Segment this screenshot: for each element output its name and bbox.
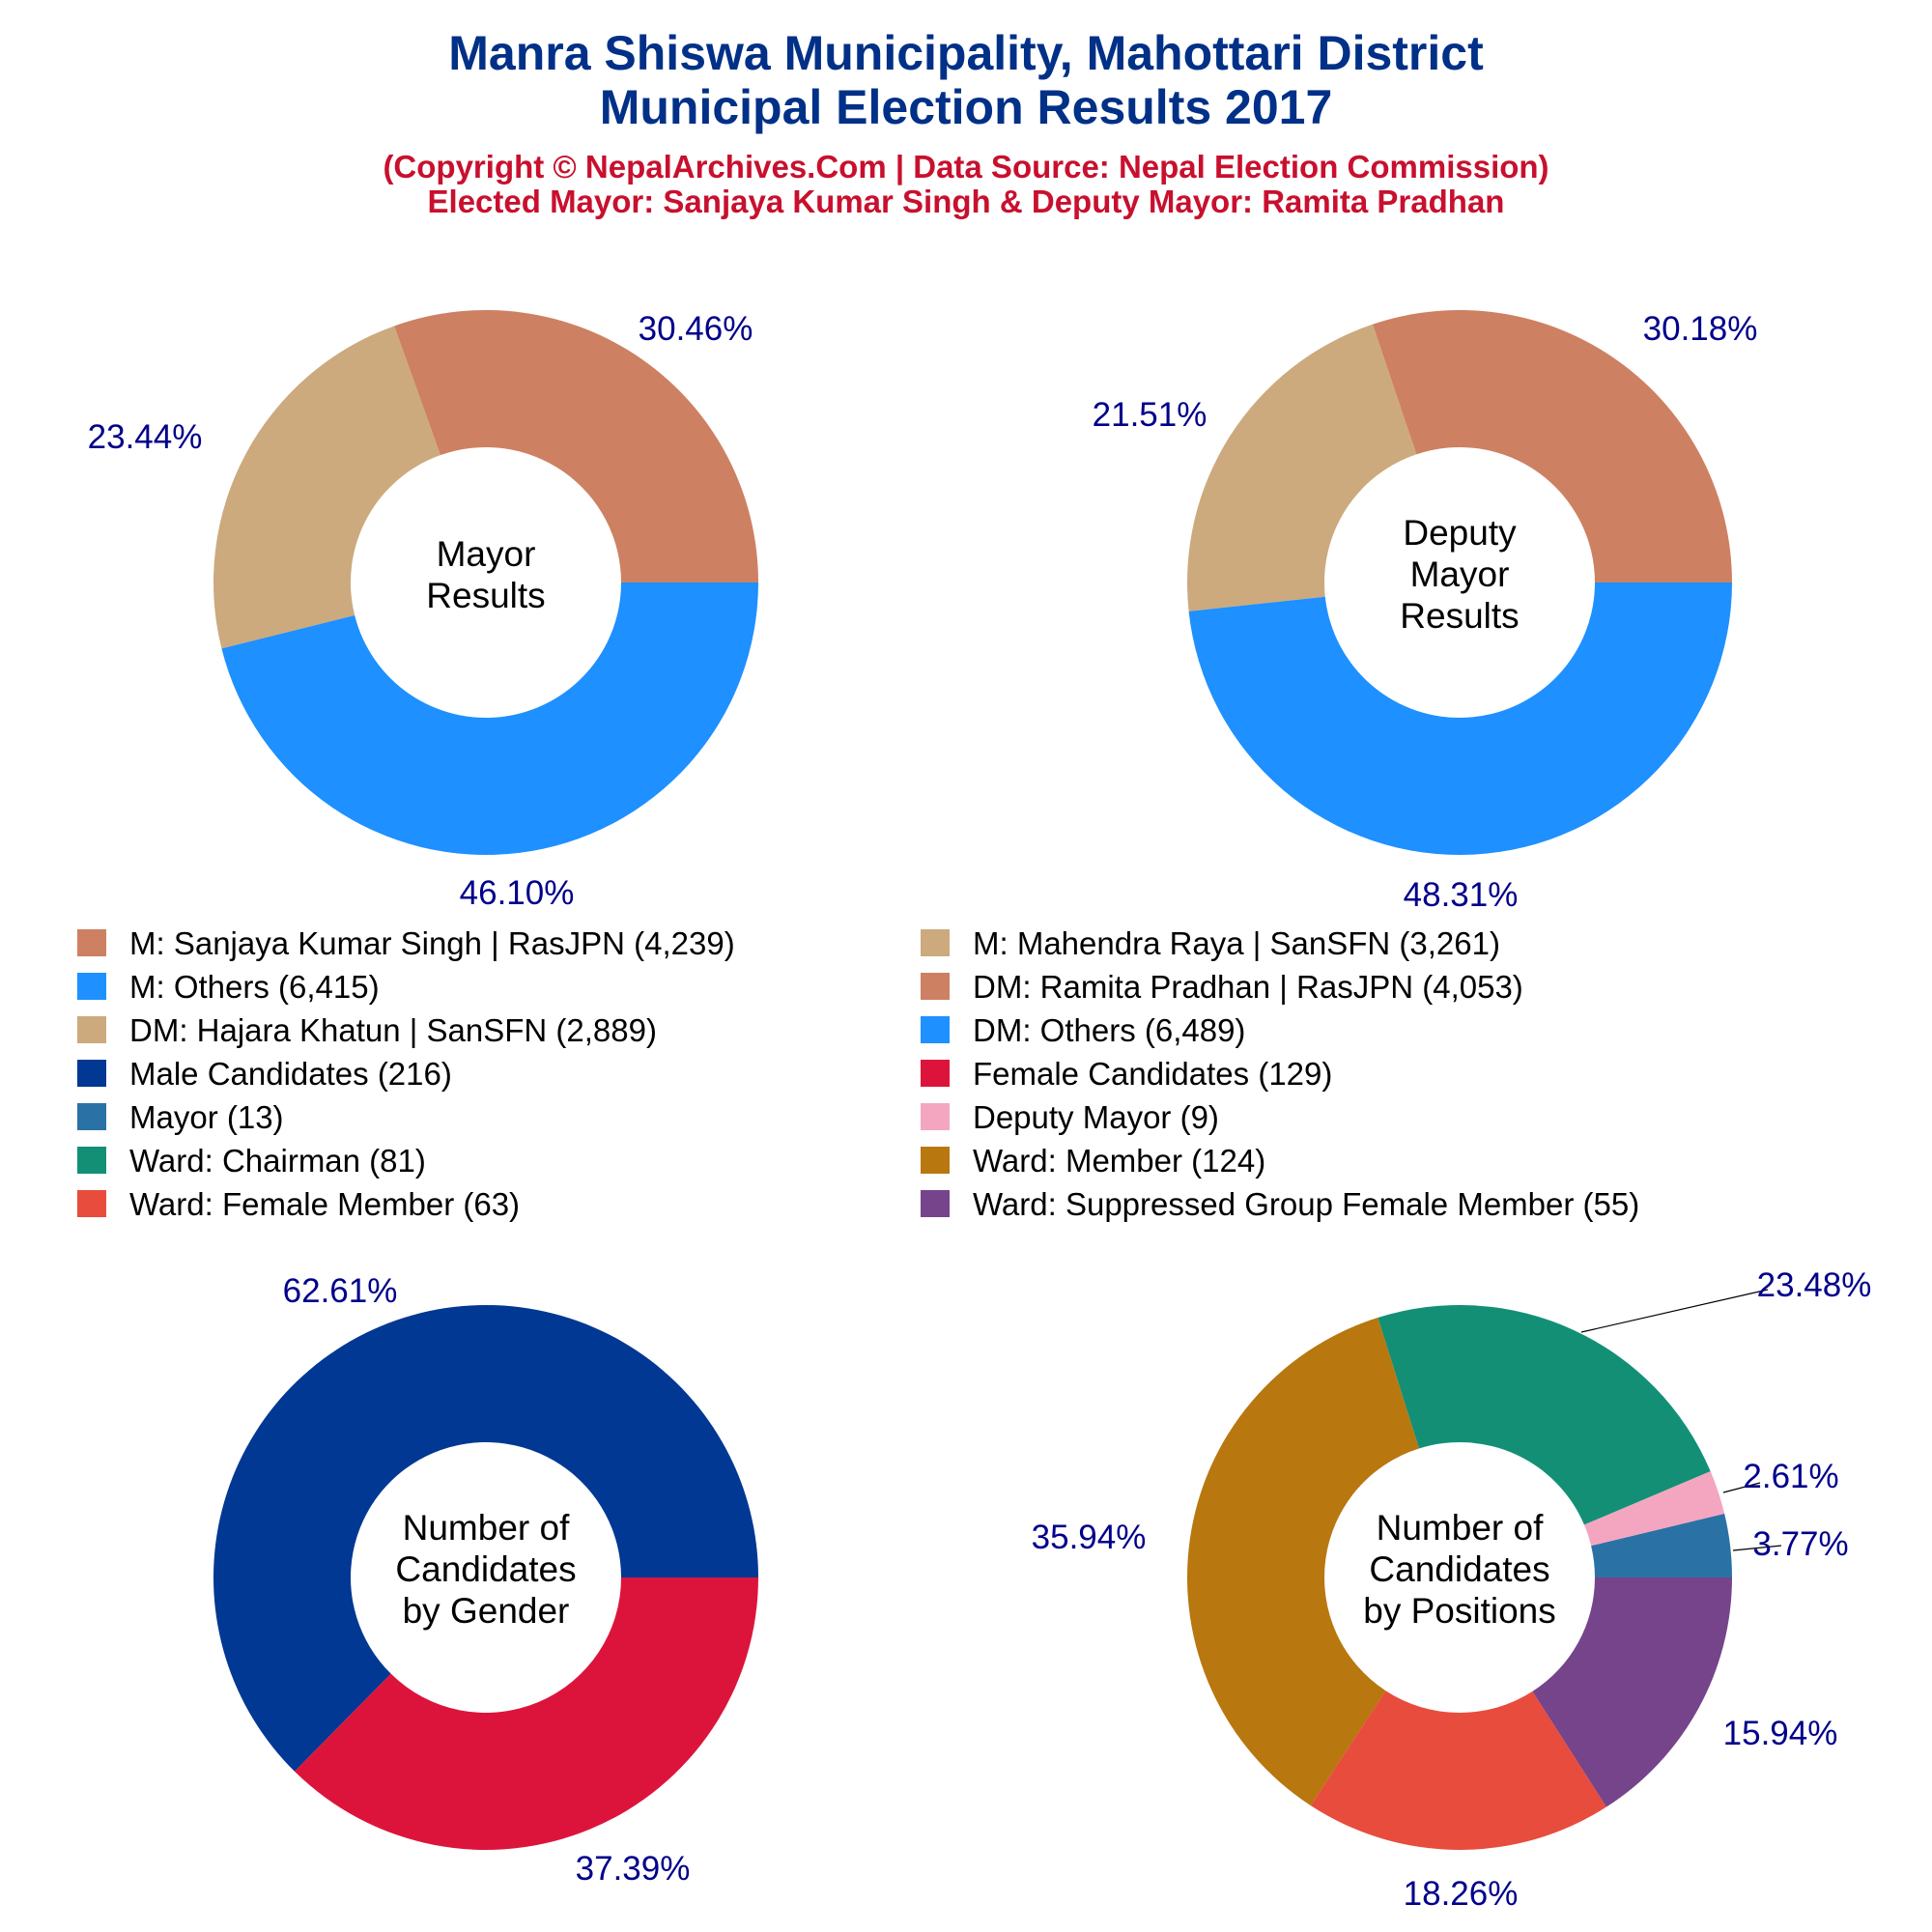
pie-slice bbox=[394, 310, 758, 582]
donut-center-label: Candidates bbox=[395, 1549, 576, 1589]
legend-label: DM: Hajara Khatun | SanSFN (2,889) bbox=[129, 1012, 657, 1048]
donut-charts: 30.46%23.44%46.10%MayorResults30.18%21.5… bbox=[88, 310, 1872, 1913]
legend-swatch bbox=[77, 929, 106, 956]
slice-percent-label: 62.61% bbox=[283, 1272, 398, 1310]
legend-label: Deputy Mayor (9) bbox=[973, 1099, 1219, 1135]
donut-center-label: Number of bbox=[403, 1508, 570, 1548]
legend-swatch bbox=[921, 973, 950, 1000]
legend-item: DM: Others (6,489) bbox=[921, 1012, 1245, 1048]
donut-center-label: Candidates bbox=[1369, 1549, 1549, 1589]
slice-percent-label: 3.77% bbox=[1752, 1525, 1848, 1563]
donut-center-label: by Positions bbox=[1363, 1591, 1556, 1631]
pie-slice bbox=[221, 582, 759, 855]
legend-item: Ward: Female Member (63) bbox=[77, 1186, 520, 1222]
slice-percent-label: 48.31% bbox=[1404, 876, 1519, 914]
slice-percent-label: 18.26% bbox=[1404, 1875, 1519, 1913]
legend-label: Mayor (13) bbox=[129, 1099, 284, 1135]
donut-center-label: Mayor bbox=[437, 534, 536, 574]
donut-center-label: Results bbox=[426, 576, 545, 615]
slice-percent-label: 30.18% bbox=[1643, 310, 1758, 348]
legend-swatch bbox=[77, 973, 106, 1000]
legend-swatch bbox=[77, 1103, 106, 1130]
chart-title-line-2: Municipal Election Results 2017 bbox=[600, 80, 1333, 134]
legend-swatch bbox=[77, 1060, 106, 1087]
legend-swatch bbox=[921, 1060, 950, 1087]
legend-item: DM: Ramita Pradhan | RasJPN (4,053) bbox=[921, 969, 1523, 1005]
pie-slice bbox=[1591, 1513, 1732, 1577]
pie-slice bbox=[1532, 1577, 1732, 1807]
pie-slice bbox=[1583, 1471, 1725, 1547]
slice-percent-label: 37.39% bbox=[576, 1850, 691, 1888]
legend-item: M: Mahendra Raya | SanSFN (3,261) bbox=[921, 925, 1500, 961]
donut-center-label: Deputy bbox=[1403, 513, 1517, 553]
legend-item: Ward: Chairman (81) bbox=[77, 1143, 426, 1179]
legend-swatch bbox=[77, 1190, 106, 1217]
legend-label: Ward: Chairman (81) bbox=[129, 1143, 426, 1179]
legend-label: Ward: Member (124) bbox=[973, 1143, 1265, 1179]
legend-item: M: Sanjaya Kumar Singh | RasJPN (4,239) bbox=[77, 925, 735, 961]
pie-slice bbox=[213, 326, 440, 649]
chart-subtitle-line-2: Elected Mayor: Sanjaya Kumar Singh & Dep… bbox=[428, 184, 1505, 219]
slice-percent-label: 30.46% bbox=[639, 310, 753, 348]
legend-label: DM: Ramita Pradhan | RasJPN (4,053) bbox=[973, 969, 1523, 1005]
leader-line bbox=[1732, 1545, 1782, 1551]
legend-label: Male Candidates (216) bbox=[129, 1056, 452, 1092]
slice-percent-label: 2.61% bbox=[1743, 1458, 1838, 1495]
pie-slice bbox=[1188, 582, 1732, 855]
legend-swatch bbox=[921, 1147, 950, 1174]
slice-percent-label: 23.44% bbox=[88, 418, 203, 456]
legend-label: Female Candidates (129) bbox=[973, 1056, 1332, 1092]
pie-slice bbox=[1310, 1690, 1606, 1850]
legend-item: Male Candidates (216) bbox=[77, 1056, 452, 1092]
slice-percent-label: 23.48% bbox=[1757, 1266, 1872, 1304]
donut-center-label: Mayor bbox=[1410, 554, 1510, 594]
legend-item: Mayor (13) bbox=[77, 1099, 284, 1135]
legend-swatch bbox=[921, 929, 950, 956]
pie-slice bbox=[1187, 1318, 1419, 1806]
slice-percent-label: 35.94% bbox=[1032, 1519, 1147, 1556]
legend-swatch bbox=[77, 1016, 106, 1043]
slice-percent-label: 21.51% bbox=[1093, 396, 1208, 434]
pie-slice bbox=[213, 1305, 759, 1772]
legend-item: M: Others (6,415) bbox=[77, 969, 380, 1005]
pie-slice bbox=[1187, 324, 1417, 611]
legend-label: M: Others (6,415) bbox=[129, 969, 380, 1005]
donut-chart-4: 3.77% 2.61% 23.48% 35.94% 18.26% 15.94% Number… bbox=[1032, 1266, 1872, 1913]
pie-slice bbox=[294, 1577, 758, 1850]
legend-item: DM: Hajara Khatun | SanSFN (2,889) bbox=[77, 1012, 657, 1048]
legend-item: Deputy Mayor (9) bbox=[921, 1099, 1219, 1135]
legend-swatch bbox=[921, 1190, 950, 1217]
leader-line bbox=[1580, 1289, 1769, 1333]
pie-slice bbox=[1372, 310, 1732, 582]
legend-label: Ward: Female Member (63) bbox=[129, 1186, 520, 1222]
legend-label: M: Mahendra Raya | SanSFN (3,261) bbox=[973, 925, 1500, 961]
legend-swatch bbox=[77, 1147, 106, 1174]
chart-title-line-1: Manra Shiswa Municipality, Mahottari Dis… bbox=[448, 26, 1484, 80]
legend-swatch bbox=[921, 1103, 950, 1130]
legend-item: Ward: Member (124) bbox=[921, 1143, 1265, 1179]
chart-subtitle-line-1: (Copyright © NepalArchives.Com | Data So… bbox=[383, 149, 1548, 185]
slice-percent-label: 15.94% bbox=[1723, 1715, 1838, 1752]
slice-percent-label: 46.10% bbox=[460, 874, 575, 912]
legend-item: Ward: Suppressed Group Female Member (55… bbox=[921, 1186, 1639, 1222]
donut-center-label: Number of bbox=[1377, 1508, 1544, 1548]
legend-swatch bbox=[921, 1016, 950, 1043]
pie-slice bbox=[1378, 1305, 1711, 1525]
leader-line bbox=[1722, 1482, 1761, 1493]
legend-item: Female Candidates (129) bbox=[921, 1056, 1332, 1092]
donut-center-label: by Gender bbox=[403, 1591, 570, 1631]
legend-label: M: Sanjaya Kumar Singh | RasJPN (4,239) bbox=[129, 925, 735, 961]
legend: M: Sanjaya Kumar Singh | RasJPN (4,239) M… bbox=[77, 925, 1639, 1222]
legend-label: Ward: Suppressed Group Female Member (55… bbox=[973, 1186, 1639, 1222]
donut-center-label: Results bbox=[1400, 596, 1519, 636]
legend-label: DM: Others (6,489) bbox=[973, 1012, 1245, 1048]
